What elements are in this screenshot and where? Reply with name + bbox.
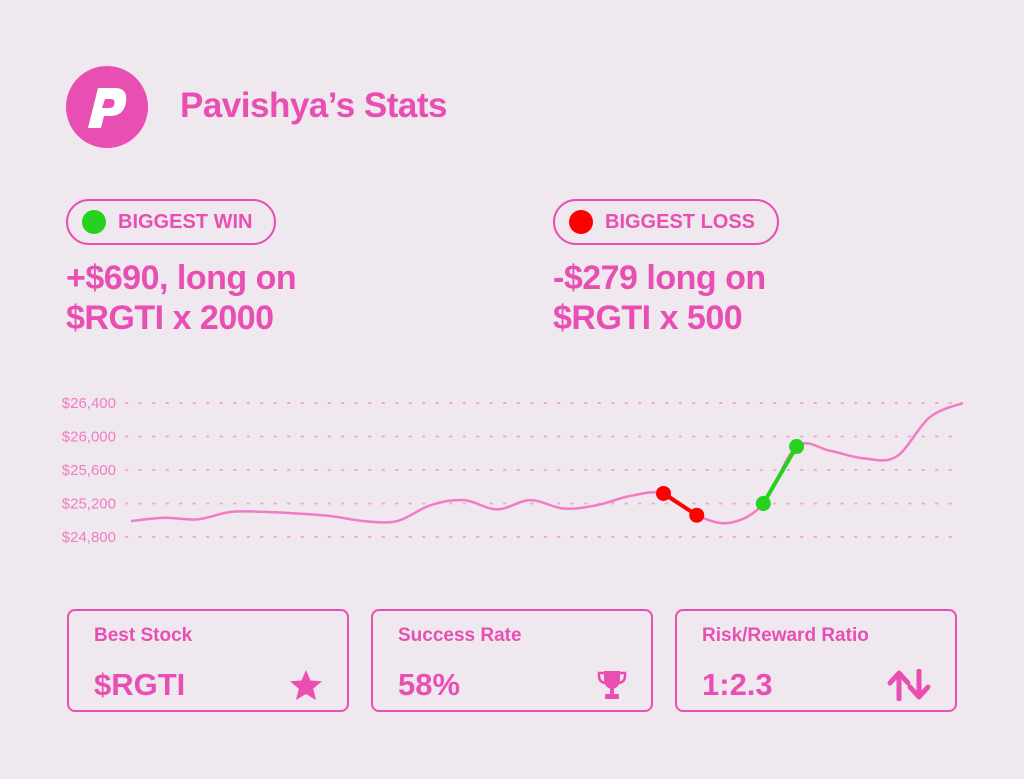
y-tick-label: $25,600 (62, 462, 116, 479)
star-icon (290, 670, 322, 700)
risk-reward-label: Risk/Reward Ratio (702, 625, 869, 646)
biggest-win-value: +$690, long on $RGTI x 2000 (66, 258, 297, 338)
biggest-loss-value: -$279 long on $RGTI x 500 (553, 258, 766, 338)
best-stock-label: Best Stock (94, 625, 193, 646)
red-dot-icon (569, 210, 593, 234)
y-tick-label: $26,000 (62, 429, 116, 446)
biggest-win-label: BIGGEST WIN (118, 210, 253, 233)
success-rate-label: Success Rate (398, 625, 522, 646)
biggest-loss-line2: $RGTI x 500 (553, 299, 743, 337)
biggest-loss-label: BIGGEST LOSS (605, 210, 756, 233)
loss-start-point (655, 485, 671, 501)
p-logo (66, 66, 148, 148)
biggest-win-line2: $RGTI x 2000 (66, 299, 274, 337)
y-tick-label: $26,400 (62, 395, 116, 412)
win-segment (761, 445, 799, 505)
biggest-loss-line1: -$279 long on (553, 259, 766, 297)
loss-end-point (689, 507, 705, 523)
up-down-arrows-icon (887, 669, 931, 701)
risk-reward-value: 1:2.3 (702, 667, 773, 702)
biggest-loss-badge: BIGGEST LOSS (553, 199, 780, 245)
biggest-win-line1: +$690, long on (66, 259, 297, 297)
best-stock-value: $RGTI (94, 667, 186, 702)
portfolio-line-chart: $26,400 $26,000 $25,600 $25,200 $24,800 (62, 395, 964, 546)
trophy-icon (597, 671, 627, 699)
win-end-point (789, 439, 805, 455)
win-start-point (755, 496, 771, 511)
best-stock-card: Best Stock $RGTI (67, 609, 349, 712)
biggest-win-badge: BIGGEST WIN (66, 199, 277, 245)
risk-reward-card: Risk/Reward Ratio 1:2.3 (675, 609, 957, 712)
success-rate-value: 58% (398, 667, 461, 702)
success-rate-card: Success Rate 58% (371, 609, 653, 712)
price-series-line (130, 401, 964, 525)
y-tick-label: $24,800 (62, 529, 116, 546)
y-tick-label: $25,200 (62, 496, 116, 513)
page-title: Pavishya’s Stats (180, 86, 447, 125)
green-dot-icon (82, 210, 106, 234)
